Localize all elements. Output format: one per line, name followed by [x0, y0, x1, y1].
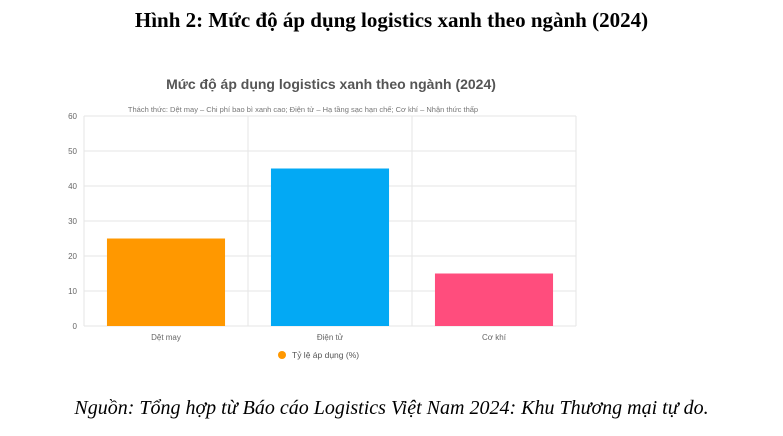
- y-tick-label: 30: [68, 217, 77, 226]
- figure-title: Hình 2: Mức độ áp dụng logistics xanh th…: [134, 8, 649, 32]
- x-tick-label: Dệt may: [151, 333, 181, 342]
- x-axis-ticks: Dệt may Điện tử Cơ khí: [151, 333, 507, 342]
- y-tick-label: 20: [68, 252, 77, 261]
- bar: [270, 168, 390, 326]
- legend: Tỷ lệ áp dụng (%): [278, 350, 359, 360]
- bar: [106, 238, 226, 326]
- figure-source: Nguồn: Tổng hợp từ Báo cáo Logistics Việ…: [74, 397, 709, 419]
- bars: [106, 168, 554, 326]
- y-tick-label: 60: [68, 112, 77, 121]
- legend-label: Tỷ lệ áp dụng (%): [292, 350, 359, 360]
- chart-subtitle: Thách thức: Dệt may – Chi phí bao bì xan…: [128, 105, 478, 114]
- y-tick-label: 40: [68, 182, 77, 191]
- y-tick-label: 10: [68, 287, 77, 296]
- legend-swatch: [278, 351, 286, 359]
- y-axis-ticks: 0 10 20 30 40 50 60: [68, 112, 77, 331]
- chart-title: Mức độ áp dụng logistics xanh theo ngành…: [166, 76, 496, 92]
- bar: [434, 273, 554, 326]
- x-tick-label: Cơ khí: [482, 333, 507, 342]
- x-tick-label: Điện tử: [317, 333, 344, 342]
- y-tick-label: 0: [73, 322, 78, 331]
- y-tick-label: 50: [68, 147, 77, 156]
